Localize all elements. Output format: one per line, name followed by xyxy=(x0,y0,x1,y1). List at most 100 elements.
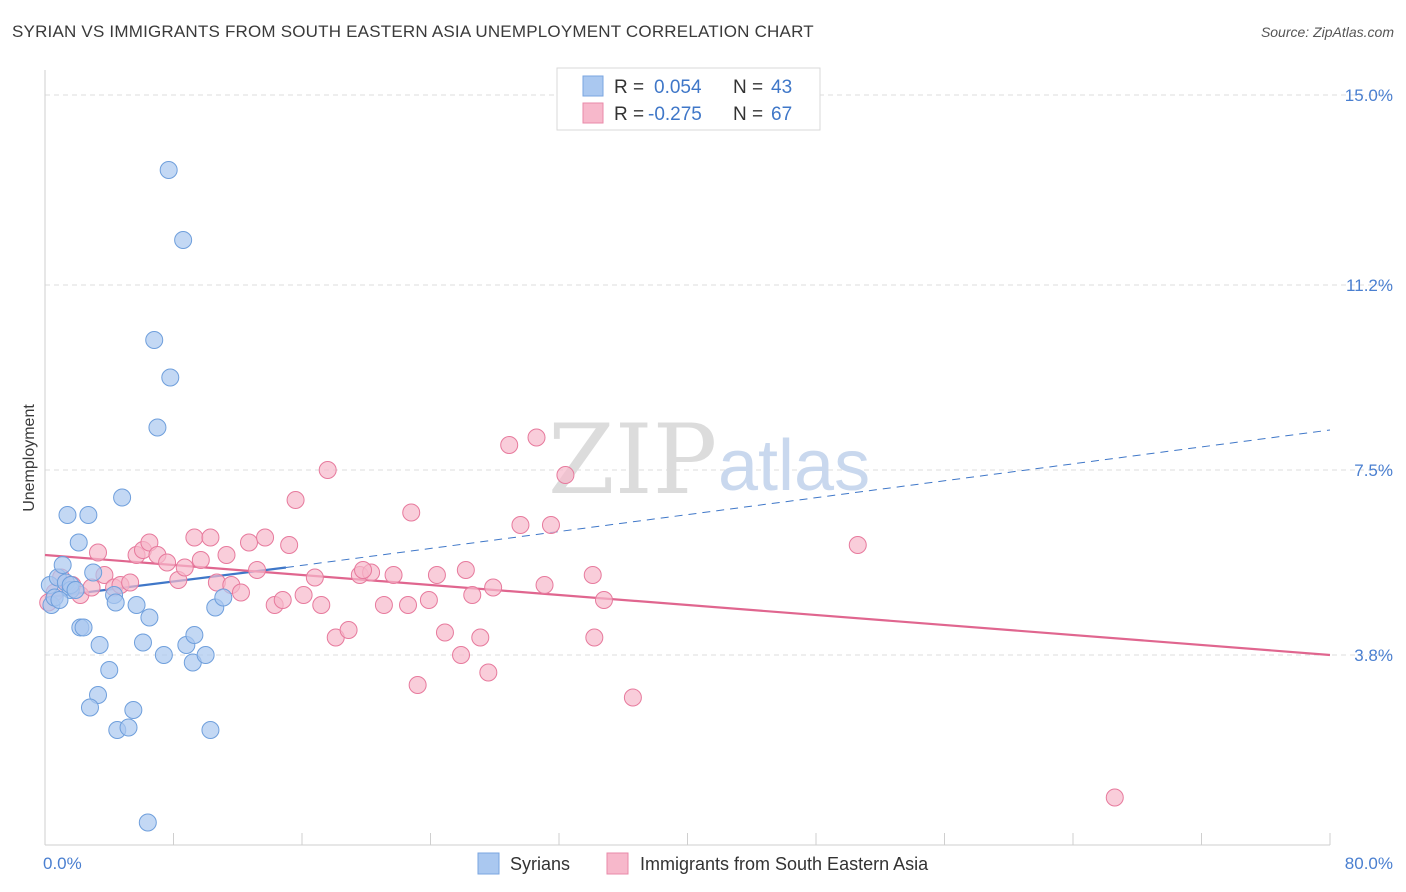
data-point-syrians xyxy=(69,533,88,552)
data-point-immigrants xyxy=(312,596,331,614)
data-point-immigrants xyxy=(500,436,519,454)
data-point-syrians xyxy=(90,636,109,654)
data-point-immigrants xyxy=(585,628,604,647)
x-tick-label-min: 0.0% xyxy=(43,854,82,873)
data-point-immigrants xyxy=(280,536,299,554)
data-point-immigrants xyxy=(402,503,421,522)
data-point-immigrants xyxy=(527,428,546,447)
data-point-immigrants xyxy=(201,528,220,547)
y-tick-label: 15.0% xyxy=(1345,86,1393,105)
legend-top: R = 0.054 N = 43 R = -0.275 N = 67 xyxy=(556,67,821,131)
legend-r-value: 0.054 xyxy=(654,77,702,98)
trend-line-immigrants-solid xyxy=(44,553,1331,657)
data-point-syrians xyxy=(161,368,180,387)
data-point-immigrants xyxy=(239,533,258,552)
data-point-immigrants xyxy=(248,561,267,579)
chart-title: SYRIAN VS IMMIGRANTS FROM SOUTH EASTERN … xyxy=(12,22,814,41)
y-tick-labels: 3.8% 7.5% 11.2% 15.0% xyxy=(1345,86,1393,665)
data-point-immigrants xyxy=(294,586,313,604)
data-point-syrians xyxy=(154,646,173,664)
data-point-immigrants xyxy=(82,578,101,597)
data-point-syrians xyxy=(196,646,215,664)
y-tick-label: 7.5% xyxy=(1354,461,1393,480)
data-point-syrians xyxy=(119,718,138,737)
data-point-syrians xyxy=(138,813,157,832)
data-point-syrians xyxy=(53,556,72,574)
data-point-syrians xyxy=(113,488,132,507)
data-point-immigrants xyxy=(1105,788,1124,807)
data-point-immigrants xyxy=(408,676,427,694)
data-point-immigrants xyxy=(185,528,204,547)
data-point-syrians xyxy=(214,588,233,607)
legend-r-label: R = xyxy=(614,104,644,125)
data-point-immigrants xyxy=(175,558,194,577)
data-point-immigrants xyxy=(427,566,446,584)
data-point-immigrants xyxy=(463,586,482,604)
y-axis-label: Unemployment xyxy=(21,404,38,512)
data-point-syrians xyxy=(74,618,93,637)
data-point-immigrants xyxy=(541,516,560,534)
data-point-immigrants xyxy=(273,591,292,609)
watermark-atlas: atlas xyxy=(718,426,870,506)
legend-bottom-label-syrians: Syrians xyxy=(510,854,570,874)
legend-bottom-label-immigrants: Immigrants from South Eastern Asia xyxy=(640,854,929,874)
legend-n-value: 67 xyxy=(771,104,792,125)
y-tick-label: 3.8% xyxy=(1354,646,1393,665)
data-point-immigrants xyxy=(556,466,575,484)
y-tick-label: 11.2% xyxy=(1346,276,1393,295)
series-syrians-points xyxy=(40,161,233,832)
data-point-immigrants xyxy=(452,646,471,664)
data-point-immigrants xyxy=(594,591,613,609)
legend-bottom: Syrians Immigrants from South Eastern As… xyxy=(477,852,929,875)
data-point-immigrants xyxy=(339,621,358,639)
data-point-syrians xyxy=(66,581,85,599)
legend-swatch-syrians xyxy=(582,75,604,97)
data-point-immigrants xyxy=(471,628,490,647)
data-point-immigrants xyxy=(318,461,337,479)
data-point-immigrants xyxy=(419,591,438,609)
data-point-immigrants xyxy=(286,491,305,509)
data-point-syrians xyxy=(50,591,69,609)
data-point-immigrants xyxy=(848,536,867,554)
data-point-immigrants xyxy=(535,576,554,594)
data-point-syrians xyxy=(58,506,77,524)
data-point-syrians xyxy=(140,608,159,627)
data-point-immigrants xyxy=(511,516,530,534)
data-point-syrians xyxy=(124,701,143,719)
data-point-immigrants xyxy=(89,543,108,562)
data-point-syrians xyxy=(84,563,103,582)
legend-bottom-swatch-syrians xyxy=(477,852,500,875)
x-tick-label-max: 80.0% xyxy=(1345,854,1393,873)
data-point-immigrants xyxy=(191,551,210,569)
legend-n-value: 43 xyxy=(771,77,792,98)
legend-bottom-swatch-immigrants xyxy=(606,852,629,875)
legend-r-label: R = xyxy=(614,77,644,98)
data-point-syrians xyxy=(159,161,178,179)
data-point-syrians xyxy=(100,661,119,679)
data-point-syrians xyxy=(133,633,152,652)
data-point-immigrants xyxy=(158,553,177,572)
watermark-zip: ZIP xyxy=(548,404,717,516)
data-point-syrians xyxy=(79,506,98,524)
data-point-immigrants xyxy=(384,566,403,584)
data-point-immigrants xyxy=(217,546,236,564)
data-point-immigrants xyxy=(479,663,498,682)
legend-r-value: -0.275 xyxy=(648,104,702,125)
x-tick-marks xyxy=(173,833,1331,845)
legend-n-label: N = xyxy=(733,104,763,125)
data-point-syrians xyxy=(145,331,164,349)
data-point-syrians xyxy=(127,596,146,614)
data-point-immigrants xyxy=(231,583,250,602)
data-point-syrians xyxy=(80,698,99,717)
data-point-syrians xyxy=(106,593,125,612)
trend-line-syrians-dashed xyxy=(285,429,1331,568)
data-point-immigrants xyxy=(121,573,140,592)
legend-n-label: N = xyxy=(733,77,763,98)
data-point-immigrants xyxy=(374,596,393,614)
data-point-immigrants xyxy=(256,528,275,547)
data-point-immigrants xyxy=(399,596,418,614)
data-point-immigrants xyxy=(583,566,602,584)
data-point-immigrants xyxy=(305,568,324,587)
data-point-immigrants xyxy=(354,561,373,579)
